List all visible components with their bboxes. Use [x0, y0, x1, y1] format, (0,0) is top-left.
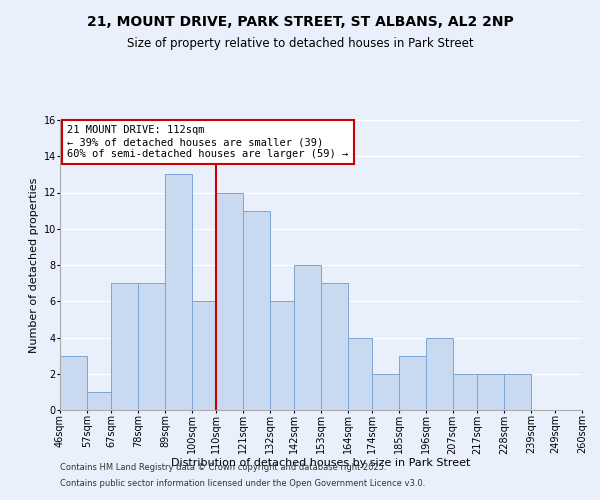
- Y-axis label: Number of detached properties: Number of detached properties: [29, 178, 39, 352]
- X-axis label: Distribution of detached houses by size in Park Street: Distribution of detached houses by size …: [172, 458, 470, 468]
- Bar: [138, 283, 165, 410]
- Bar: [321, 283, 348, 410]
- Bar: [216, 192, 243, 410]
- Text: Size of property relative to detached houses in Park Street: Size of property relative to detached ho…: [127, 38, 473, 51]
- Bar: [192, 301, 216, 410]
- Bar: [453, 374, 477, 410]
- Bar: [165, 174, 192, 410]
- Text: Contains HM Land Registry data © Crown copyright and database right 2025.: Contains HM Land Registry data © Crown c…: [60, 464, 386, 472]
- Text: 21 MOUNT DRIVE: 112sqm
← 39% of detached houses are smaller (39)
60% of semi-det: 21 MOUNT DRIVE: 112sqm ← 39% of detached…: [67, 126, 349, 158]
- Bar: [87, 392, 111, 410]
- Bar: [243, 210, 270, 410]
- Bar: [348, 338, 372, 410]
- Bar: [111, 283, 138, 410]
- Bar: [426, 338, 453, 410]
- Text: Contains public sector information licensed under the Open Government Licence v3: Contains public sector information licen…: [60, 478, 425, 488]
- Bar: [504, 374, 531, 410]
- Bar: [270, 301, 294, 410]
- Bar: [60, 356, 87, 410]
- Bar: [399, 356, 426, 410]
- Text: 21, MOUNT DRIVE, PARK STREET, ST ALBANS, AL2 2NP: 21, MOUNT DRIVE, PARK STREET, ST ALBANS,…: [86, 15, 514, 29]
- Bar: [294, 265, 321, 410]
- Bar: [477, 374, 504, 410]
- Bar: [372, 374, 399, 410]
